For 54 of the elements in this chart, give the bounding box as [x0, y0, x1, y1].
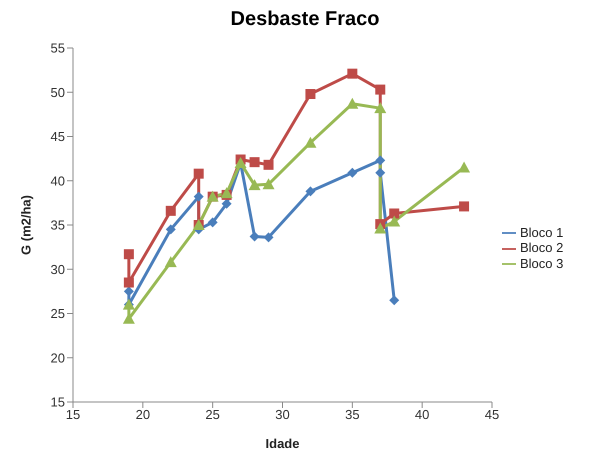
point	[262, 178, 275, 190]
point	[347, 168, 358, 178]
x-tick-label: 25	[205, 407, 220, 422]
y-axis-title: G (m2/ha)	[18, 195, 34, 255]
y-tick-label: 55	[50, 40, 65, 56]
point	[248, 179, 261, 190]
point	[389, 295, 400, 306]
legend-label: Bloco 2	[520, 240, 564, 256]
point	[222, 198, 232, 209]
x-tick-label: 45	[484, 407, 500, 422]
point	[166, 224, 176, 234]
point	[304, 136, 316, 148]
y-tick-label: 45	[50, 129, 65, 144]
y-tick-label: 20	[50, 350, 65, 366]
point	[124, 249, 134, 260]
x-tick-label: 15	[66, 407, 80, 422]
x-tick-label: 30	[275, 407, 290, 422]
point	[346, 98, 358, 109]
point	[375, 84, 386, 95]
point	[375, 168, 386, 178]
y-tick-label: 50	[50, 84, 65, 100]
y-tick-label: 30	[50, 262, 65, 277]
chart-title: Desbaste Fraco	[230, 8, 380, 32]
legend-label: Bloco 1	[520, 224, 564, 240]
point	[166, 206, 176, 216]
point	[264, 160, 274, 170]
point	[374, 102, 386, 114]
point	[250, 232, 260, 242]
point	[305, 186, 316, 196]
point	[124, 286, 134, 296]
y-tick-label: 15	[50, 394, 65, 410]
point	[305, 89, 316, 100]
x-tick-label: 40	[414, 407, 430, 422]
y-tick-label: 35	[50, 218, 65, 233]
point	[459, 201, 470, 212]
point	[124, 278, 134, 288]
point	[164, 256, 177, 268]
point	[347, 68, 358, 79]
point	[250, 157, 260, 168]
point	[375, 155, 386, 166]
point	[208, 217, 218, 228]
point	[220, 187, 233, 198]
point	[194, 192, 204, 202]
point	[264, 232, 274, 242]
y-tick-label: 40	[50, 173, 65, 188]
x-tick-label: 20	[136, 407, 150, 422]
x-tick-label: 35	[345, 407, 360, 422]
point	[374, 222, 386, 234]
point	[388, 215, 400, 226]
point	[389, 208, 400, 218]
point	[194, 168, 204, 179]
legend-label: Bloco 3	[520, 256, 564, 271]
y-tick-label: 25	[50, 306, 65, 322]
x-axis-title: Idade	[266, 436, 300, 451]
